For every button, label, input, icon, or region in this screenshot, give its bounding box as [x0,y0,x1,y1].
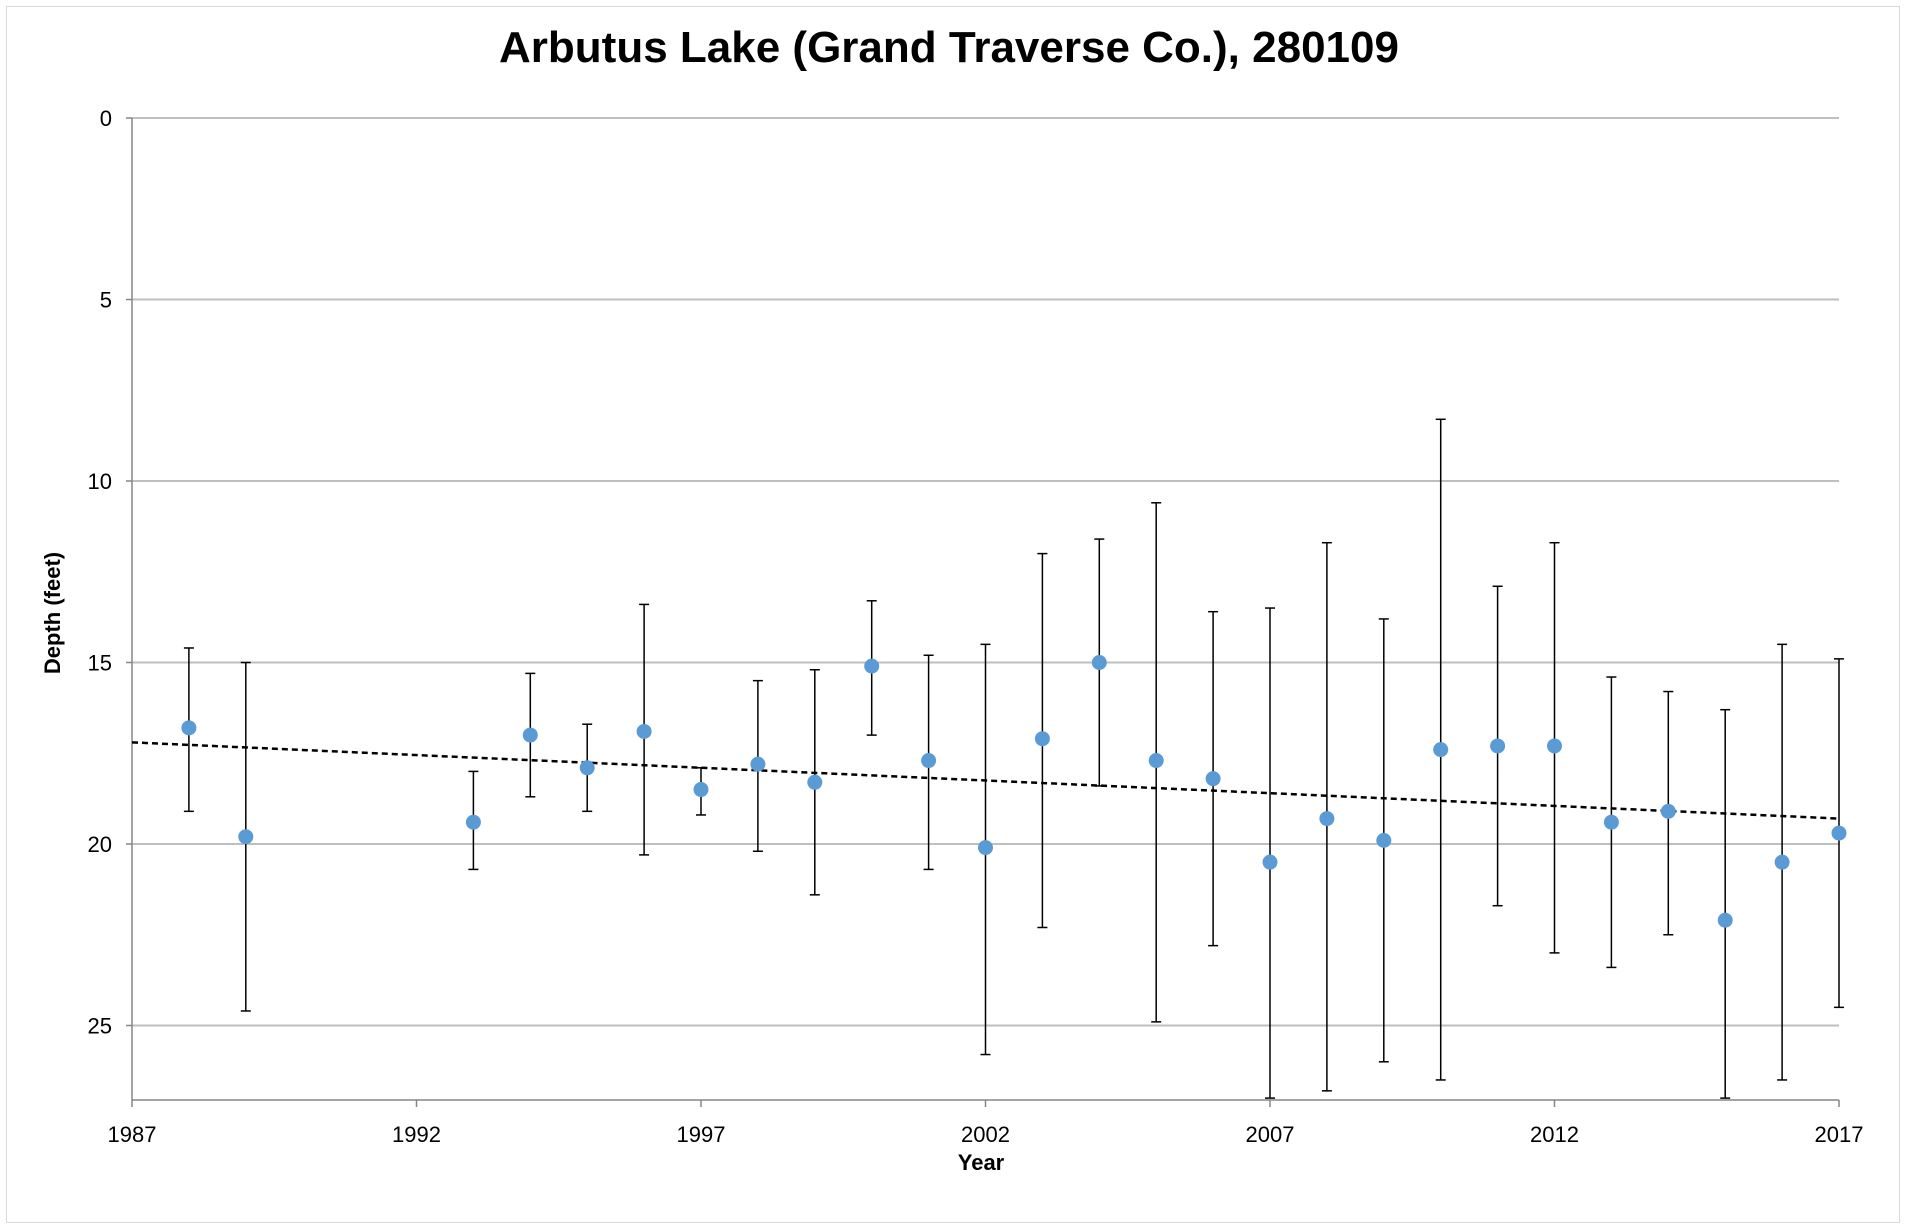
chart-title: Arbutus Lake (Grand Traverse Co.), 28010… [499,23,1399,72]
y-tick-label-10: 10 [88,469,112,494]
data-point-2000 [864,658,880,674]
data-point-2006 [1205,771,1221,787]
data-point-2014 [1660,803,1676,819]
x-axis-title: Year [958,1150,1005,1175]
y-tick-label-20: 20 [88,832,112,857]
data-point-2011 [1490,738,1506,754]
data-point-1999 [807,774,823,790]
x-axis-tick-labels: 1987 1992 1997 2002 2007 2012 2017 [108,1122,1864,1147]
data-point-2012 [1547,738,1562,754]
trendline [131,741,1840,820]
data-point-1989 [238,829,254,845]
y-tick-label-25: 25 [88,1014,112,1039]
data-point-1995 [579,760,595,776]
y-tick-label-5: 5 [100,288,112,313]
x-tick-label-2007: 2007 [1246,1122,1295,1147]
data-point-1997 [693,782,709,798]
data-point-2005 [1148,753,1164,769]
error-bars [183,418,1844,1099]
data-point-1994 [522,727,538,743]
x-tick-label-2012: 2012 [1530,1122,1579,1147]
y-axis-tick-labels: 0 5 10 15 20 25 [88,106,112,1039]
x-tick-label-1997: 1997 [677,1122,726,1147]
y-tick-label-0: 0 [100,106,112,131]
data-point-1988 [181,720,197,736]
chart-frame: Arbutus Lake (Grand Traverse Co.), 28010… [6,6,1900,1223]
data-points [181,655,1847,928]
trendline-layer [131,741,1840,820]
data-point-2007 [1262,854,1278,870]
x-tick-label-2017: 2017 [1815,1122,1864,1147]
scatter-chart: Arbutus Lake (Grand Traverse Co.), 28010… [40,23,1864,1175]
data-point-2002 [978,840,993,856]
data-point-2016 [1774,854,1790,870]
data-point-2017 [1831,825,1847,841]
y-tick-label-15: 15 [88,651,112,676]
data-point-2004 [1091,655,1107,670]
data-point-2008 [1319,811,1335,827]
data-point-1993 [465,814,481,830]
x-tick-label-2002: 2002 [961,1122,1010,1147]
data-point-2001 [921,753,937,769]
x-tick-label-1987: 1987 [108,1122,157,1147]
data-point-1996 [636,723,652,739]
data-point-2013 [1603,814,1619,830]
data-point-2003 [1034,731,1050,747]
axes [126,117,1840,1107]
data-point-1998 [750,756,766,772]
data-point-2009 [1376,832,1392,848]
data-point-2015 [1717,912,1733,928]
y-axis-title: Depth (feet) [40,552,65,674]
x-tick-label-1992: 1992 [392,1122,441,1147]
data-point-2010 [1433,742,1449,758]
